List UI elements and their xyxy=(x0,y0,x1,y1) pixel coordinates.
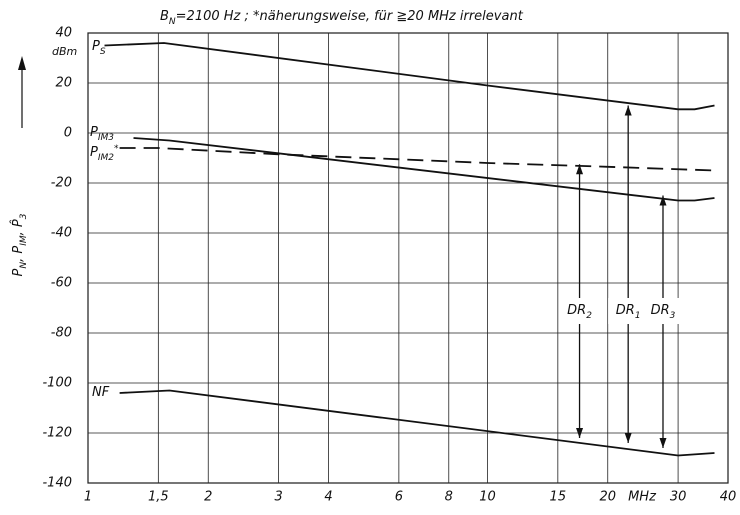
arrow-head xyxy=(659,195,667,206)
subscript: S xyxy=(100,47,106,57)
y-tick-label: -100 xyxy=(42,376,72,391)
x-tick-label: 10 xyxy=(479,490,496,505)
subscript: IM xyxy=(19,235,29,246)
plot-frame xyxy=(87,32,729,484)
arrow-head xyxy=(576,164,584,175)
text-part: P xyxy=(90,145,98,160)
y-axis-arrow-head xyxy=(18,56,26,70)
x-tick-label: 4 xyxy=(324,490,332,505)
label-background xyxy=(608,298,649,324)
text-part: DR xyxy=(651,303,670,318)
subscript: IM2 xyxy=(98,153,114,163)
subscript: 2 xyxy=(586,311,592,321)
text-part: * xyxy=(114,144,119,154)
y-tick-label: -60 xyxy=(51,276,72,291)
y-tick-label: 0 xyxy=(64,126,72,141)
x-tick-label: 3 xyxy=(274,490,282,505)
series-label: PS xyxy=(92,39,106,57)
chart-title: BN=2100 Hz ; *näherungsweise, für ≧20 MH… xyxy=(160,9,524,27)
text-part: , P̂ xyxy=(10,219,25,235)
annotation-label: DR1 xyxy=(616,303,641,321)
x-tick-label: 1 xyxy=(84,490,92,505)
series-label: PIM2* xyxy=(90,144,119,163)
y-tick-label: -40 xyxy=(51,226,72,241)
y-tick-label: -20 xyxy=(51,176,72,191)
x-tick-label: 1,5 xyxy=(148,490,169,505)
text-part: DR xyxy=(616,303,635,318)
y-tick-label: -120 xyxy=(42,426,72,441)
subscript: 1 xyxy=(635,311,641,321)
text-part: DR xyxy=(567,303,586,318)
text-part: NF xyxy=(92,385,110,400)
x-tick-label: 15 xyxy=(550,490,567,505)
y-tick-label: -80 xyxy=(51,326,72,341)
y-tick-label: 40 xyxy=(55,26,72,41)
subscript: N xyxy=(19,262,29,269)
arrow-head xyxy=(576,428,584,438)
x-tick-label: 30 xyxy=(670,490,687,505)
text-part: B xyxy=(160,9,169,24)
y-unit: dBm xyxy=(52,45,77,58)
subscript: IM3 xyxy=(98,133,114,143)
x-unit: MHz xyxy=(628,490,657,505)
label-background xyxy=(642,298,683,324)
text-part: P xyxy=(11,268,26,276)
arrow-head xyxy=(624,105,632,116)
x-tick-label: 20 xyxy=(599,490,616,505)
text-part: =2100 Hz ; *näherungsweise, für ≧20 MHz … xyxy=(176,9,524,24)
label-background xyxy=(559,298,600,324)
x-tick-label: 2 xyxy=(204,490,212,505)
y-tick-label: 20 xyxy=(55,76,72,91)
annotation-label: DR3 xyxy=(651,303,676,321)
subscript: N xyxy=(169,17,176,27)
series-line xyxy=(119,389,715,457)
y-axis-label: PN, PIM, P̂3 xyxy=(10,213,28,276)
text-part: P xyxy=(92,39,100,54)
series-label: PIM3 xyxy=(90,125,114,143)
arrow-head xyxy=(659,438,667,448)
x-tick-label: 8 xyxy=(445,490,453,505)
x-tick-label: 40 xyxy=(720,490,737,505)
x-tick-label: 6 xyxy=(395,490,403,505)
series-line xyxy=(119,147,715,172)
annotation-label: DR2 xyxy=(567,303,592,321)
series-line xyxy=(104,42,715,111)
series-line xyxy=(133,137,715,202)
subscript: 3 xyxy=(19,213,29,219)
subscript: 3 xyxy=(670,311,676,321)
text-part: P xyxy=(90,125,98,140)
y-tick-label: -140 xyxy=(42,476,72,491)
text-part: , P xyxy=(11,246,26,262)
series-label: NF xyxy=(92,385,110,400)
arrow-head xyxy=(624,433,632,443)
